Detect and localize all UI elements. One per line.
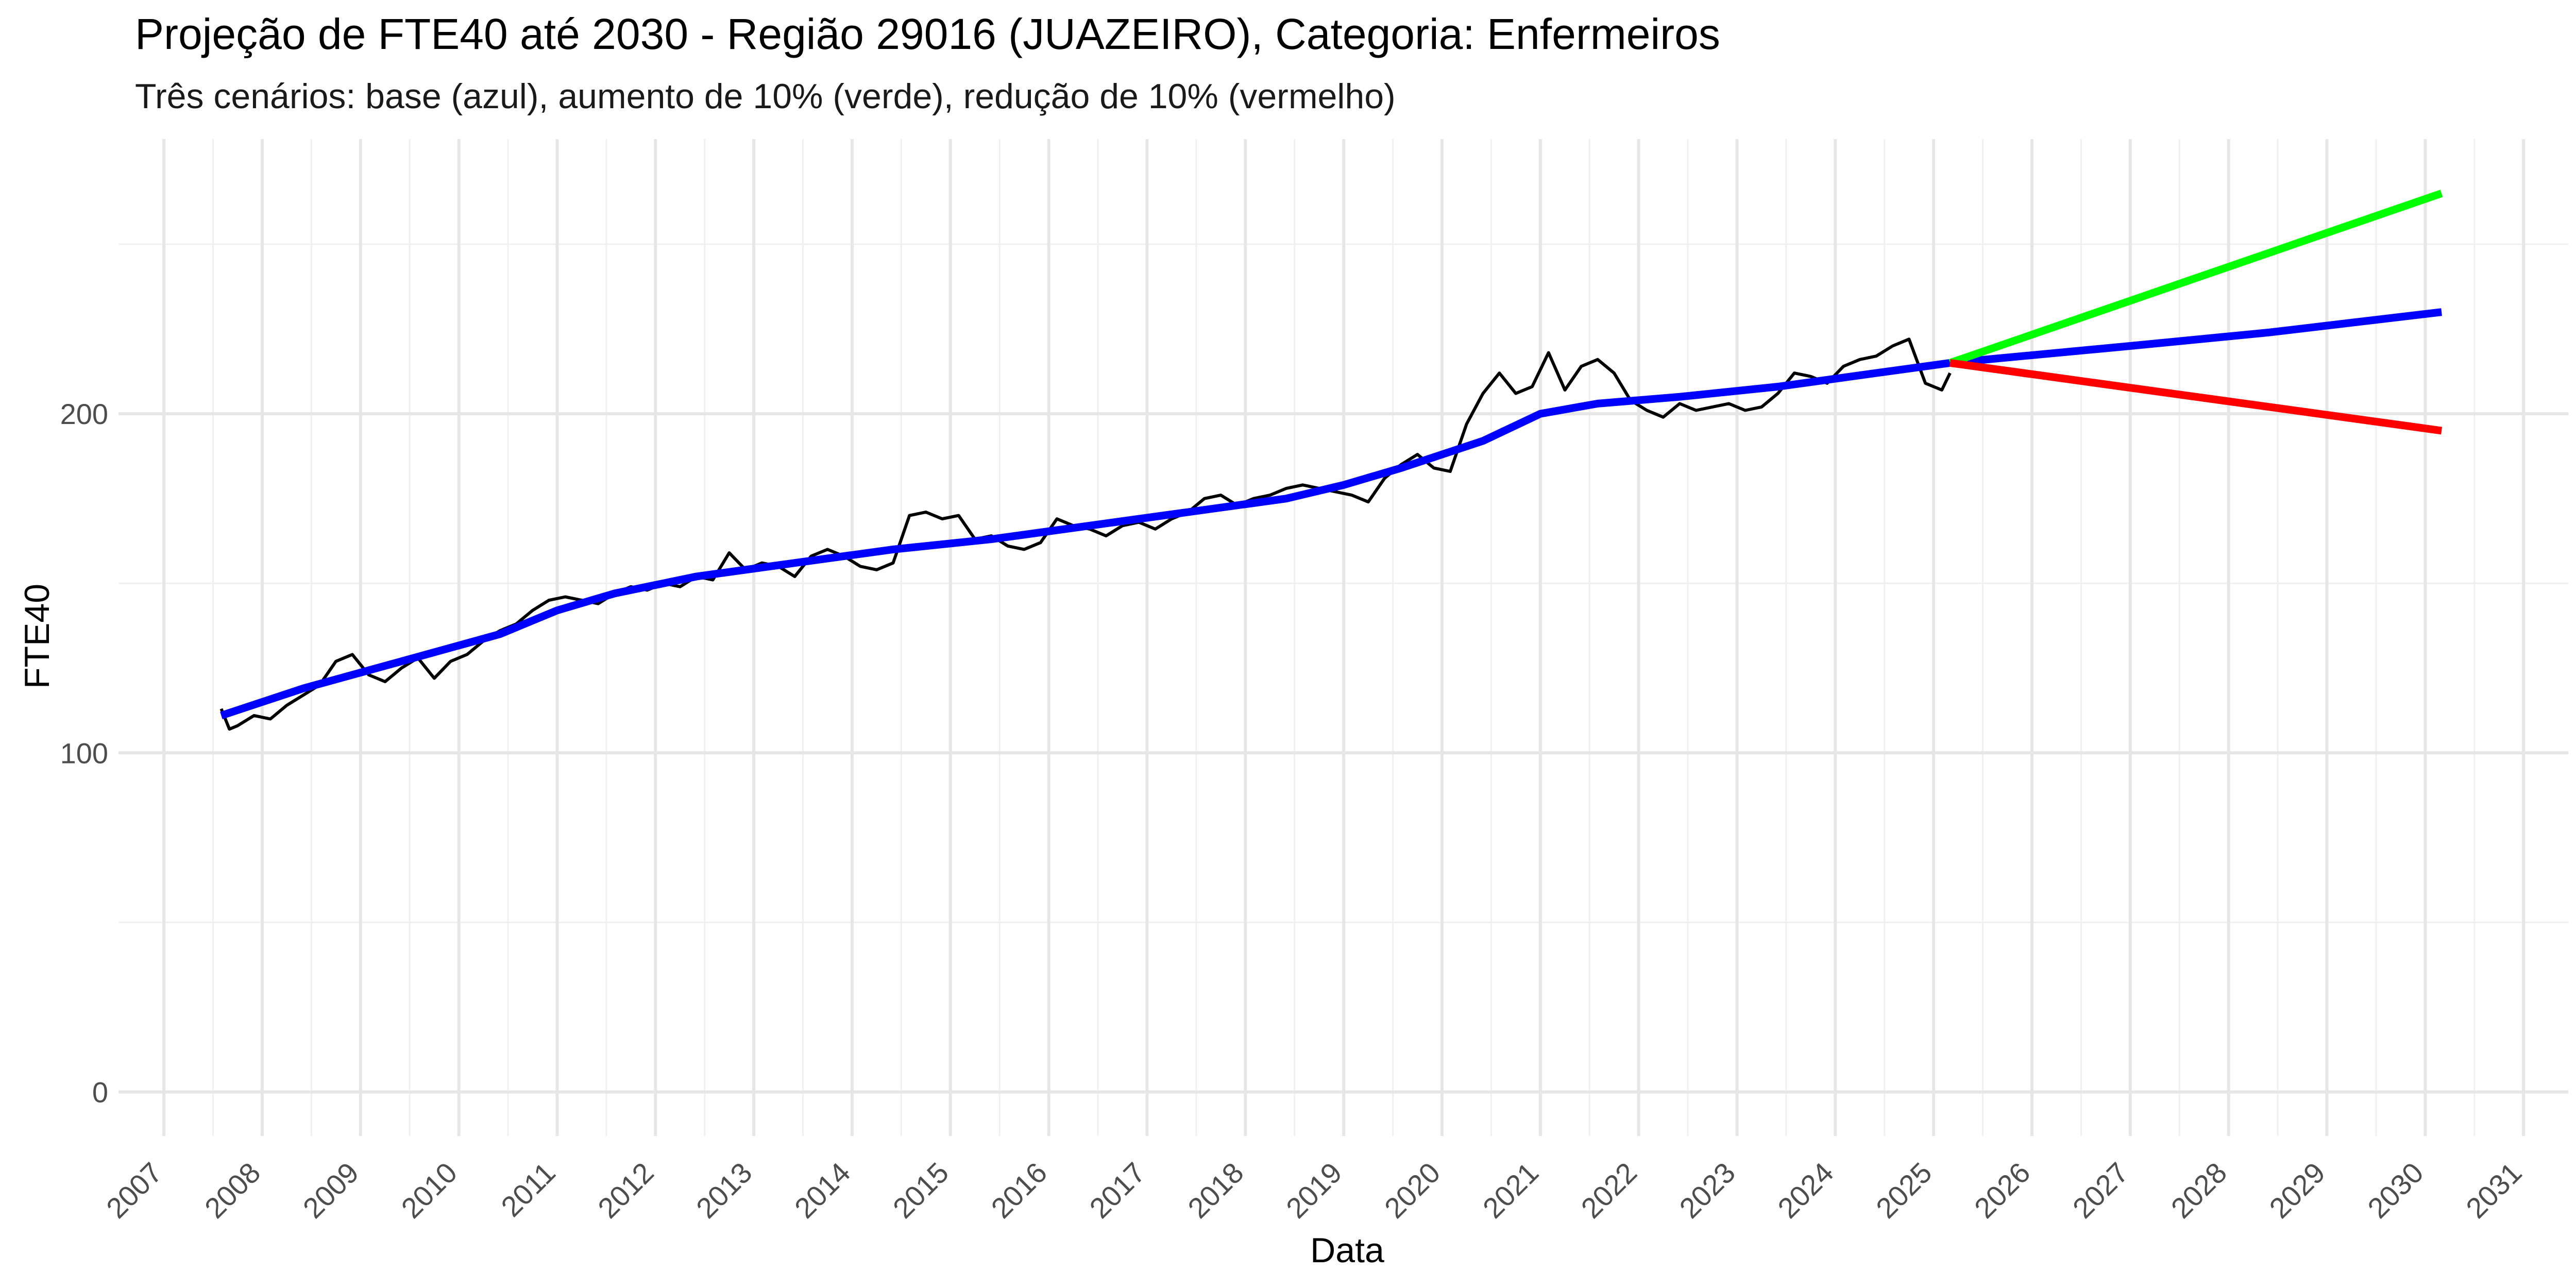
x-tick-label: 2011 [495,1156,562,1223]
x-tick-label: 2028 [2165,1156,2233,1225]
x-tick-label: 2010 [395,1156,463,1225]
x-tick-label: 2020 [1378,1156,1447,1225]
chart-title: Projeção de FTE40 até 2030 - Região 2901… [135,10,1720,58]
x-tick-label: 2024 [1771,1156,1840,1225]
chart-subtitle: Três cenários: base (azul), aumento de 1… [135,77,1396,116]
y-axis-ticks: 0 100 200 [60,398,108,1108]
x-tick-label: 2027 [2066,1156,2135,1225]
x-tick-label: 2015 [887,1156,955,1225]
x-tick-label: 2029 [2263,1156,2331,1225]
x-tick-label: 2031 [2460,1156,2528,1225]
x-tick-label: 2018 [1181,1156,1250,1225]
x-axis-title: Data [1310,1231,1384,1270]
grid [118,139,2568,1136]
series-line-base [220,308,2442,720]
x-tick-label: 2008 [198,1156,267,1225]
x-tick-label: 2016 [985,1156,1053,1225]
series-lines [219,190,2443,731]
y-axis-title: FTE40 [18,584,57,689]
x-tick-label: 2013 [690,1156,758,1225]
x-tick-label: 2025 [1870,1156,1938,1225]
x-axis-ticks: 2007 2008 2009 2010 2011 2012 2013 2014 2015 2016… [100,1156,2528,1225]
x-tick-label: 2030 [2361,1156,2430,1225]
x-tick-label: 2021 [1477,1156,1545,1225]
x-tick-label: 2009 [297,1156,365,1225]
x-tick-label: 2017 [1083,1156,1151,1225]
x-tick-label: 2019 [1280,1156,1348,1225]
y-tick-label: 200 [60,398,108,430]
series-line-increase [1948,190,2443,367]
series-line-decrease [1949,359,2443,435]
x-tick-label: 2014 [788,1156,857,1225]
x-tick-label: 2026 [1968,1156,2037,1225]
x-tick-label: 2012 [591,1156,660,1225]
y-tick-label: 0 [92,1076,108,1108]
x-tick-label: 2007 [100,1156,168,1225]
x-tick-label: 2022 [1574,1156,1643,1225]
x-tick-label: 2023 [1673,1156,1741,1225]
y-tick-label: 100 [60,737,108,769]
